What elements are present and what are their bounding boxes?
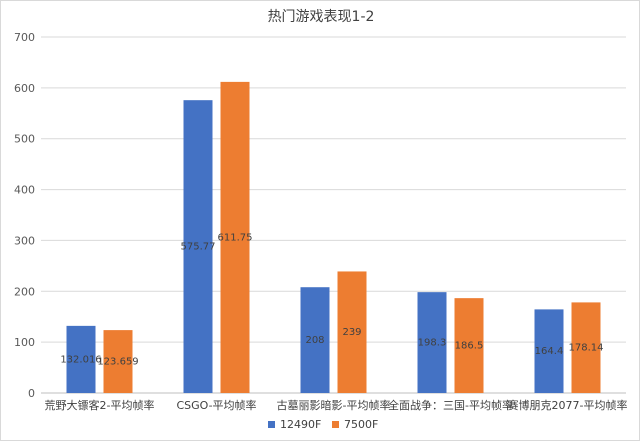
- legend-label: 7500F: [344, 418, 378, 431]
- bar-12490F-2: [300, 287, 330, 393]
- data-label: 178.14: [569, 343, 604, 354]
- y-tick-label: 0: [28, 387, 35, 400]
- y-tick-label: 600: [14, 82, 35, 95]
- data-label: 611.75: [218, 232, 253, 243]
- y-tick-label: 400: [14, 184, 35, 197]
- x-axis-categories: 荒野大镖客2-平均帧率 CSGO-平均帧率 古墓丽影暗影-平均帧率全面战争：三国-平…: [45, 398, 628, 412]
- legend-swatch-7500F: [332, 421, 339, 428]
- y-axis-ticks: 0 100 200 300 400 500 600 700: [14, 31, 35, 400]
- bar-7500F-1: [220, 81, 250, 393]
- data-label: 186.5: [455, 341, 484, 352]
- legend-label: 12490F: [280, 418, 321, 431]
- bars: [66, 81, 601, 394]
- bar-12490F-0: [66, 325, 96, 393]
- bar-12490F-4: [534, 309, 564, 393]
- x-category-label: 古墓丽影暗影-平均帧率: [277, 398, 391, 412]
- chart-title: 热门游戏表现1-2: [268, 9, 375, 25]
- data-label: 239: [342, 327, 361, 338]
- y-tick-label: 300: [14, 234, 35, 247]
- bar-12490F-1: [183, 100, 213, 394]
- data-label: 208: [305, 335, 324, 346]
- x-category-label: 荒野大镖客2-平均帧率: [45, 398, 155, 412]
- y-tick-label: 200: [14, 285, 35, 298]
- bar-7500F-0: [103, 330, 133, 393]
- data-label: 164.4: [535, 346, 564, 357]
- data-label: 123.659: [97, 357, 138, 368]
- data-label: 198.3: [418, 338, 447, 349]
- legend: 12490F 7500F: [268, 418, 378, 431]
- y-tick-label: 100: [14, 336, 35, 349]
- x-category-label: 赛博朋克2077-平均帧率: [508, 398, 628, 412]
- y-tick-label: 500: [14, 133, 35, 146]
- x-category-label: 全面战争：三国-平均帧率: [388, 398, 513, 412]
- gridlines: [41, 36, 626, 394]
- data-label: 575.77: [181, 242, 216, 253]
- bar-7500F-2: [337, 271, 367, 393]
- x-category-label: CSGO-平均帧率: [176, 398, 256, 412]
- legend-swatch-12490F: [268, 421, 275, 428]
- bar-12490F-3: [417, 292, 447, 393]
- bar-7500F-4: [571, 302, 601, 393]
- y-tick-label: 700: [14, 31, 35, 44]
- bar-7500F-3: [454, 298, 484, 393]
- data-label: 132.016: [60, 354, 101, 365]
